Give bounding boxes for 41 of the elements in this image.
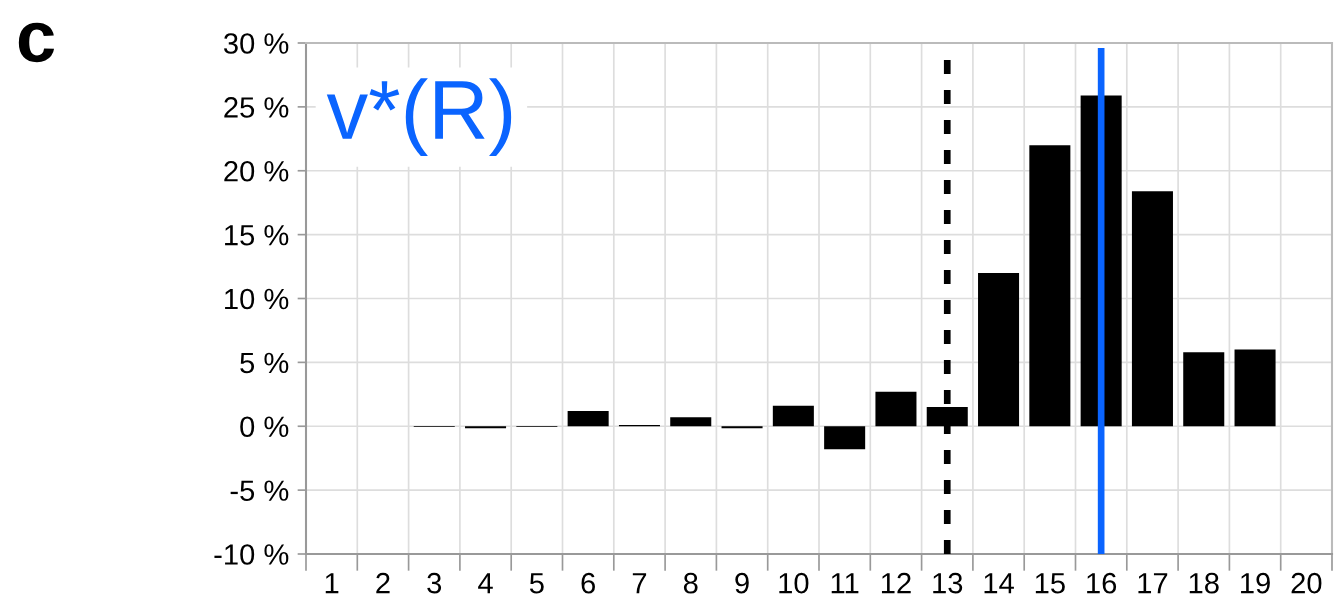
y-tick-label: -5 %	[230, 480, 289, 501]
x-tick-label: 1	[325, 573, 339, 594]
y-tick-label: -10 %	[214, 544, 289, 565]
x-tick-label: 14	[984, 573, 1014, 594]
x-tick-label: 10	[779, 572, 809, 594]
ref-line-label: v*(R)	[326, 78, 512, 156]
x-tick-label: 18	[1189, 572, 1219, 594]
bar	[670, 417, 712, 427]
x-tick-label: 17	[1138, 573, 1168, 594]
x-tick-label: 20	[1291, 572, 1322, 594]
x-tick-label: 8	[683, 572, 698, 594]
y-tick-label: 30 %	[223, 33, 289, 54]
x-tick-label: 11	[831, 573, 859, 594]
x-tick-label: 3	[427, 572, 442, 594]
bar	[1183, 352, 1225, 427]
bar	[567, 410, 609, 427]
x-tick-label: 12	[881, 572, 911, 594]
x-tick-label: 16	[1087, 572, 1117, 594]
y-tick-label: 25 %	[224, 97, 289, 118]
y-tick-label: 5 %	[240, 352, 289, 374]
x-tick-label: 7	[632, 573, 647, 594]
bar	[824, 426, 866, 450]
bar	[978, 272, 1020, 427]
bar	[1234, 349, 1276, 427]
x-tick-label: 19	[1241, 572, 1270, 594]
x-tick-label: 4	[478, 573, 493, 594]
bar	[1131, 191, 1173, 427]
bar	[772, 405, 814, 427]
bar	[1029, 145, 1071, 427]
text: c	[18, 22, 55, 63]
x-tick-label: 9	[735, 572, 749, 594]
y-tick-label: 20 %	[224, 160, 289, 182]
bar	[875, 391, 917, 427]
x-tick-label: 15	[1035, 573, 1065, 594]
x-tick-label: 6	[581, 572, 595, 594]
y-tick-label: 0 %	[240, 416, 289, 438]
x-tick-label: 13	[933, 572, 963, 594]
y-tick-label: 15 %	[225, 224, 289, 246]
x-tick-label: 5	[529, 573, 544, 594]
y-tick-label: 10 %	[225, 288, 289, 310]
x-tick-label: 2	[376, 572, 390, 594]
